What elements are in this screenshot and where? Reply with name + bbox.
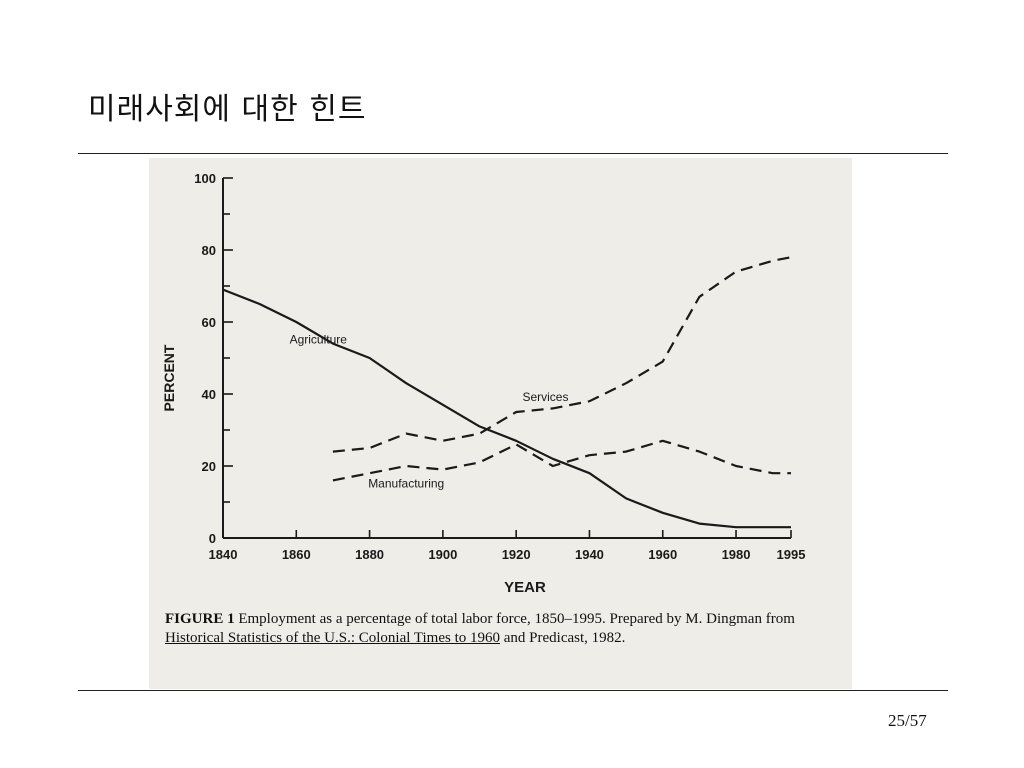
y-axis-label: PERCENT: [161, 344, 177, 411]
y-tick-label-100: 100: [194, 171, 216, 186]
x-tick-label-1880: 1880: [355, 547, 384, 562]
x-tick-label-1840: 1840: [209, 547, 238, 562]
x-axis-label: YEAR: [504, 579, 546, 596]
y-tick-label-40: 40: [202, 387, 216, 402]
footer-divider: [78, 690, 948, 691]
series-line-manufacturing: [332, 439, 791, 482]
title-divider: [78, 153, 948, 154]
caption-text-3: and Predicast, 1982.: [503, 630, 626, 646]
x-tick-label-1995: 1995: [777, 547, 806, 562]
series-label-manufacturing: Manufacturing: [368, 477, 444, 491]
x-tick-label-1960: 1960: [648, 547, 677, 562]
y-tick-label-60: 60: [202, 315, 216, 330]
caption-source-title: Historical Statistics of the U.S.: Colon…: [165, 630, 501, 646]
caption-text-2: Prepared by M. Dingman from: [609, 611, 795, 627]
y-tick-label-0: 0: [209, 531, 216, 546]
x-tick-label-1980: 1980: [722, 547, 751, 562]
slide-title: 미래사회에 대한 힌트: [88, 92, 367, 127]
employment-line-chart: 0 20 40 60 80 100 1840 1860 1880 1900 1920 1940 1960…: [161, 171, 806, 596]
caption-text-1: Employment as a percentage of total labo…: [238, 611, 606, 627]
y-tick-label-80: 80: [202, 243, 216, 258]
scanned-figure: 0 20 40 60 80 100 1840 1860 1880 1900 1920 1940 1960…: [149, 158, 852, 689]
x-tick-label-1920: 1920: [502, 547, 531, 562]
x-tick-label-1860: 1860: [282, 547, 311, 562]
series-line-agriculture: [222, 288, 791, 529]
series-label-agriculture: Agriculture: [290, 333, 348, 347]
series-label-services: Services: [522, 390, 568, 404]
x-tick-label-1940: 1940: [575, 547, 604, 562]
series-line-services: [332, 256, 792, 453]
page-number: 25/57: [888, 711, 927, 730]
figure-caption: FIGURE 1 Employment as a percentage of t…: [165, 610, 835, 648]
caption-figure-label: FIGURE 1: [165, 611, 235, 627]
x-tick-label-1900: 1900: [428, 547, 457, 562]
y-tick-label-20: 20: [202, 459, 216, 474]
